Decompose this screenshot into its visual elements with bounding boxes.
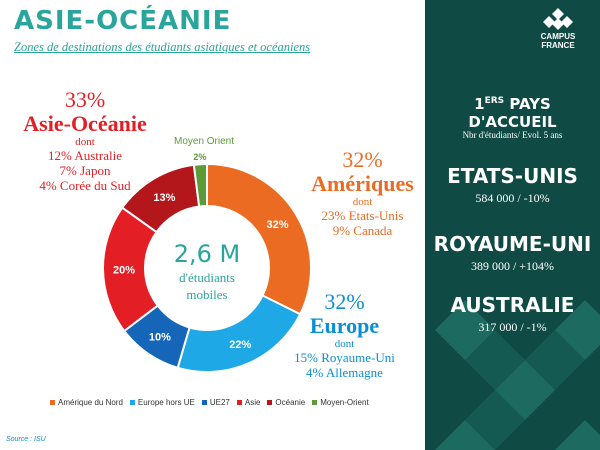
asie-dont: dont <box>75 136 95 148</box>
asie-line-1: 12% Australie <box>47 148 122 163</box>
logo-line-2: FRANCE <box>541 41 575 50</box>
ameriques-callout: 32% Amériques dont 23% Etats-Unis 9% Can… <box>300 147 425 239</box>
legend-item: Moyen-Orient <box>312 398 369 407</box>
ameriques-line-2: 9% Canada <box>332 223 393 238</box>
legend-item: Océanie <box>267 398 305 407</box>
asie-pct: 33% <box>64 87 106 112</box>
country-name-3: AUSTRALIE <box>450 293 575 317</box>
chart-legend: Amérique du Nord Europe hors UE UE27 Asie Oc… <box>50 398 376 407</box>
slice-europe-hors-ue <box>176 294 302 373</box>
europe-line-1: 15% Royaume-Uni <box>294 350 395 365</box>
asie-line-3: 4% Corée du Sud <box>39 178 131 193</box>
slice-moyen-orient <box>192 162 208 208</box>
donut-slices <box>102 162 312 373</box>
legend-swatch <box>201 400 207 406</box>
panel-pattern <box>435 300 600 450</box>
center-value: 2,6 M <box>174 240 241 268</box>
legend-swatch <box>50 400 55 406</box>
legend-label: Asie <box>244 398 261 407</box>
center-line-2: mobiles <box>186 287 227 302</box>
europe-line-2: 4% Allemagne <box>306 365 383 380</box>
europe-dont: dont <box>334 338 355 350</box>
donut-chart: 32% 22% 10% 20% 13% 2% 2,6 M d'étudiants mobi… <box>102 152 312 373</box>
legend-label: Europe hors UE <box>137 398 195 407</box>
legend-item: Amérique du Nord <box>50 398 123 407</box>
logo-line-1: CAMPUS <box>540 32 576 41</box>
page-subtitle: Zones de destinations des étudiants asia… <box>14 40 311 54</box>
asie-name: Asie-Océanie <box>23 111 147 136</box>
heading-rest: PAYS <box>504 95 551 113</box>
legend-item: UE27 <box>201 398 230 407</box>
slice-am-rique-du-nord <box>206 162 312 316</box>
country-name-1: ETATS-UNIS <box>447 164 578 188</box>
legend-swatch <box>236 400 242 406</box>
heading-prefix: 1 <box>474 95 485 113</box>
europe-name: Europe <box>309 313 380 338</box>
legend-swatch <box>129 400 135 406</box>
country-value-3: 317 000 / -1% <box>478 320 547 334</box>
legend-label: Amérique du Nord <box>58 398 123 407</box>
ameriques-pct: 32% <box>342 147 383 172</box>
page-title: ASIE-OCÉANIE <box>14 6 232 36</box>
asie-line-2: 7% Japon <box>59 163 111 178</box>
slice-label-0: 32% <box>267 219 289 231</box>
ameriques-line-1: 23% Etats-Unis <box>321 208 404 223</box>
asie-oceanie-callout: 33% Asie-Océanie dont 12% Australie 7% J… <box>10 87 160 194</box>
right-panel: CAMPUS FRANCE 1ERS PAYS D'ACCUEIL Nbr d'… <box>425 0 600 450</box>
country-value-1: 584 000 / -10% <box>475 191 550 205</box>
europe-pct: 32% <box>324 289 365 314</box>
europe-callout: 32% Europe dont 15% Royaume-Uni 4% Allem… <box>282 289 407 381</box>
panel-heading: 1ERS PAYS D'ACCUEIL <box>425 92 600 131</box>
logo-diamonds-icon <box>543 8 573 30</box>
panel-heading-sub: Nbr d'étudiants/ Evol. 5 ans <box>462 130 563 140</box>
source-note: Source : ISU <box>6 436 46 443</box>
moyen-orient-callout: Moyen Orient <box>173 136 235 147</box>
heading-sup: ERS <box>484 96 505 106</box>
heading-line-2: D'ACCUEIL <box>468 113 557 131</box>
slice-label-4: 13% <box>153 192 175 204</box>
legend-swatch <box>267 400 273 406</box>
ameriques-dont: dont <box>352 196 373 208</box>
legend-swatch <box>312 400 318 406</box>
country-name-2: ROYAUME-UNI <box>433 232 592 256</box>
slice-label-1: 22% <box>229 339 251 351</box>
legend-item: Europe hors UE <box>129 398 195 407</box>
campus-france-logo: CAMPUS FRANCE <box>528 8 588 50</box>
ameriques-name: Amériques <box>311 171 414 196</box>
legend-label: Océanie <box>275 398 306 407</box>
legend-label: Moyen-Orient <box>320 398 369 407</box>
legend-label: UE27 <box>209 398 230 407</box>
slice-label-5: 2% <box>193 152 206 162</box>
legend-item: Asie <box>236 398 261 407</box>
center-line-1: d'étudiants <box>179 270 235 285</box>
donut-slice-labels: 32% 22% 10% 20% 13% 2% <box>113 152 289 351</box>
slice-label-3: 20% <box>113 264 135 276</box>
slice-label-2: 10% <box>149 331 171 343</box>
country-value-2: 389 000 / +104% <box>470 259 555 273</box>
